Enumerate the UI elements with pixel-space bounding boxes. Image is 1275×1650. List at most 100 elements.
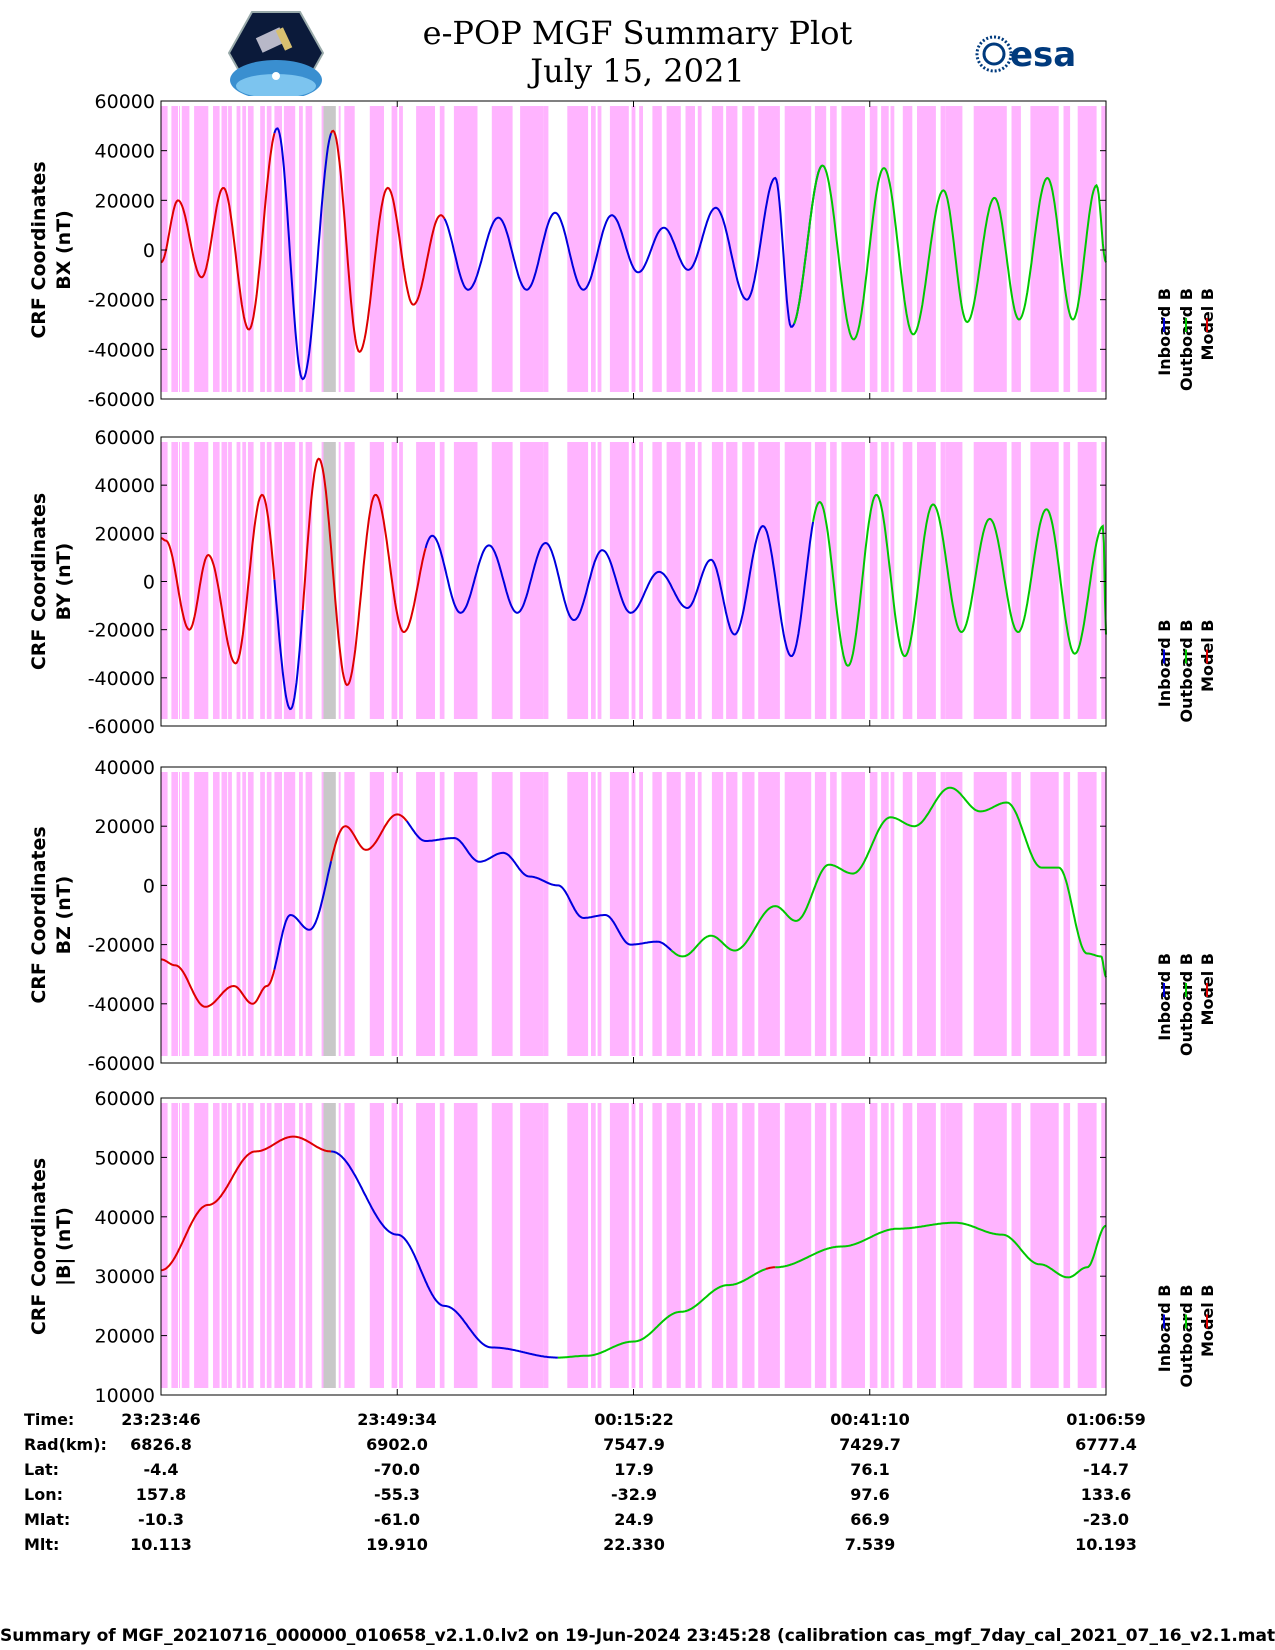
shade-band-pink-by-43 bbox=[758, 442, 780, 719]
table-cell-3-2: 76.1 bbox=[850, 1460, 889, 1479]
shade-band-pink-bx-30 bbox=[567, 106, 589, 392]
shade-band-pink-by-25 bbox=[439, 442, 445, 719]
series-line-by-inboard-1 bbox=[273, 579, 304, 711]
shade-band-pink-bx-24 bbox=[416, 106, 435, 392]
shade-band-pink-bmag-51 bbox=[902, 1103, 913, 1388]
y-tick-label-bmag-5: 10000 bbox=[95, 1385, 155, 1407]
shade-band-pink-by-55 bbox=[973, 442, 1007, 719]
shade-band-pink-bz-35 bbox=[639, 772, 643, 1056]
table-row-label-1: Rad(km): bbox=[24, 1435, 107, 1454]
shade-band-pink-bx-55 bbox=[973, 106, 1007, 392]
series-line-bz-inboard-1 bbox=[273, 860, 333, 970]
shade-band-pink-bx-46 bbox=[830, 106, 837, 392]
shade-band-pink-bx-51 bbox=[902, 106, 913, 392]
shade-band-pink-bz-42 bbox=[742, 772, 755, 1056]
shade-band-pink-bx-11 bbox=[260, 106, 265, 392]
shade-band-pink-bmag-16 bbox=[305, 1103, 313, 1388]
table-cell-1-5: 19.910 bbox=[366, 1535, 428, 1554]
shade-band-pink-bz-5 bbox=[213, 772, 220, 1056]
cassiope-logo bbox=[228, 11, 324, 96]
shade-band-gray-by-0 bbox=[323, 442, 336, 719]
shade-band-pink-by-53 bbox=[940, 442, 946, 719]
shade-band-pink-bmag-25 bbox=[439, 1103, 445, 1388]
shade-band-pink-bmag-30 bbox=[567, 1103, 589, 1388]
shade-band-pink-bmag-2 bbox=[179, 1103, 180, 1388]
shade-band-pink-by-50 bbox=[890, 442, 895, 719]
shade-band-pink-by-22 bbox=[391, 442, 398, 719]
shade-band-pink-bz-54 bbox=[945, 772, 963, 1056]
shade-band-pink-bmag-39 bbox=[697, 1103, 702, 1388]
shade-band-pink-bz-47 bbox=[841, 772, 865, 1056]
shade-band-pink-bmag-56 bbox=[1011, 1103, 1021, 1388]
y-axis-label-by-line2: BY (nT) bbox=[53, 543, 75, 621]
shade-band-pink-bz-43 bbox=[758, 772, 780, 1056]
shade-band-pink-bx-45 bbox=[814, 106, 827, 392]
y-axis-label-bz-line2: BZ (nT) bbox=[53, 876, 75, 955]
table-cell-0-2: -4.4 bbox=[144, 1460, 179, 1479]
shade-band-pink-bx-40 bbox=[711, 106, 724, 392]
shade-band-pink-bmag-6 bbox=[221, 1103, 228, 1388]
shade-band-pink-bz-51 bbox=[902, 772, 913, 1056]
table-cell-3-0: 00:41:10 bbox=[830, 1410, 910, 1429]
shade-band-pink-bz-23 bbox=[399, 772, 403, 1056]
y-tick-label-bx-5: -40000 bbox=[88, 339, 155, 361]
shade-band-pink-bz-0 bbox=[161, 772, 168, 1056]
shade-band-pink-bx-58 bbox=[1063, 106, 1071, 392]
shade-band-pink-bx-7 bbox=[228, 106, 232, 392]
y-tick-label-bx-4: -20000 bbox=[88, 290, 155, 312]
shade-band-pink-bz-6 bbox=[221, 772, 228, 1056]
table-cell-4-1: 6777.4 bbox=[1075, 1435, 1137, 1454]
series-line-bmag-outboard-4 bbox=[775, 1221, 1107, 1279]
shade-band-pink-bx-52 bbox=[917, 106, 936, 392]
shade-band-pink-bmag-36 bbox=[652, 1103, 662, 1388]
shade-band-pink-bx-32 bbox=[597, 106, 602, 392]
shade-band-pink-bmag-55 bbox=[973, 1103, 1007, 1388]
shade-band-pink-bx-57 bbox=[1030, 106, 1059, 392]
shade-band-pink-bx-15 bbox=[299, 106, 303, 392]
shade-band-pink-bz-40 bbox=[711, 772, 724, 1056]
table-cell-3-4: 66.9 bbox=[850, 1510, 889, 1529]
shade-band-pink-by-40 bbox=[711, 442, 724, 719]
series-line-bz-outboard-4 bbox=[670, 786, 1107, 978]
shade-band-pink-by-26 bbox=[453, 442, 478, 719]
series-line-bz-model-0 bbox=[160, 958, 276, 1008]
shade-band-pink-bx-34 bbox=[631, 106, 636, 392]
shade-band-pink-bx-47 bbox=[841, 106, 865, 392]
shade-band-pink-bz-60 bbox=[1101, 772, 1106, 1056]
series-line-bmag-inboard-1 bbox=[331, 1150, 558, 1359]
shade-band-pink-bz-10 bbox=[247, 772, 254, 1056]
shade-band-pink-bz-21 bbox=[369, 772, 384, 1056]
shade-band-pink-by-1 bbox=[171, 442, 178, 719]
y-axis-label-by-line1: CRF Coordinates bbox=[28, 493, 50, 670]
shade-band-pink-bmag-42 bbox=[742, 1103, 755, 1388]
shade-band-pink-bx-43 bbox=[758, 106, 780, 392]
series-line-bx-inboard-1 bbox=[273, 127, 333, 381]
shade-band-pink-by-41 bbox=[726, 442, 738, 719]
shade-band-pink-bz-22 bbox=[391, 772, 398, 1056]
y-tick-label-by-2: 20000 bbox=[95, 523, 155, 545]
shade-band-pink-bx-49 bbox=[881, 106, 889, 392]
shade-band-pink-bx-2 bbox=[179, 106, 180, 392]
shade-band-pink-bz-8 bbox=[236, 772, 241, 1056]
shade-band-pink-by-51 bbox=[902, 442, 913, 719]
shade-band-pink-by-28 bbox=[520, 442, 544, 719]
shade-band-pink-bx-33 bbox=[609, 106, 629, 392]
table-cell-2-5: 22.330 bbox=[603, 1535, 665, 1554]
shade-band-pink-bz-45 bbox=[814, 772, 827, 1056]
shade-band-pink-bz-57 bbox=[1030, 772, 1059, 1056]
shade-band-pink-bmag-9 bbox=[242, 1103, 247, 1388]
shade-band-pink-bz-11 bbox=[260, 772, 265, 1056]
shade-band-pink-by-52 bbox=[917, 442, 936, 719]
svg-text:esa: esa bbox=[1010, 35, 1076, 75]
shade-band-pink-bz-14 bbox=[283, 772, 296, 1056]
shade-band-pink-bmag-44 bbox=[784, 1103, 812, 1388]
shade-band-pink-by-11 bbox=[260, 442, 265, 719]
shade-band-pink-by-59 bbox=[1077, 442, 1097, 719]
shade-band-pink-bz-50 bbox=[890, 772, 895, 1056]
shade-band-pink-bz-53 bbox=[940, 772, 946, 1056]
shade-band-pink-by-31 bbox=[591, 442, 596, 719]
shade-band-gray-bmag-0 bbox=[323, 1103, 336, 1388]
shade-band-pink-bmag-54 bbox=[945, 1103, 963, 1388]
shade-band-pink-bz-46 bbox=[830, 772, 837, 1056]
shade-band-pink-by-56 bbox=[1011, 442, 1021, 719]
